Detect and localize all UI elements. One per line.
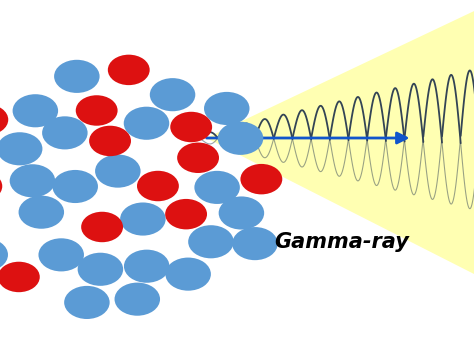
Circle shape <box>89 126 131 156</box>
Circle shape <box>165 199 207 229</box>
Circle shape <box>78 253 123 286</box>
Circle shape <box>240 164 283 194</box>
Circle shape <box>218 122 263 155</box>
Circle shape <box>53 170 98 203</box>
Circle shape <box>120 203 165 236</box>
Circle shape <box>9 164 55 197</box>
Circle shape <box>0 171 2 201</box>
Circle shape <box>124 250 169 283</box>
Circle shape <box>188 225 234 258</box>
Circle shape <box>42 116 88 149</box>
Circle shape <box>13 94 58 127</box>
Circle shape <box>232 227 278 260</box>
Circle shape <box>115 283 160 316</box>
Circle shape <box>0 105 8 135</box>
Circle shape <box>137 171 179 201</box>
Circle shape <box>165 258 211 291</box>
Circle shape <box>95 155 141 188</box>
Circle shape <box>170 112 212 142</box>
Circle shape <box>204 92 249 125</box>
Circle shape <box>18 196 64 229</box>
Circle shape <box>81 212 123 242</box>
Text: Gamma-ray: Gamma-ray <box>274 231 409 252</box>
Circle shape <box>124 107 169 140</box>
Circle shape <box>219 196 264 229</box>
Circle shape <box>76 95 118 126</box>
Circle shape <box>0 132 43 165</box>
Circle shape <box>150 78 195 111</box>
Circle shape <box>194 171 240 204</box>
Circle shape <box>54 60 100 93</box>
Circle shape <box>64 286 109 319</box>
Circle shape <box>38 238 84 272</box>
Circle shape <box>0 238 8 271</box>
Polygon shape <box>206 0 474 293</box>
Circle shape <box>0 262 40 292</box>
Circle shape <box>177 142 219 173</box>
Circle shape <box>108 55 150 85</box>
